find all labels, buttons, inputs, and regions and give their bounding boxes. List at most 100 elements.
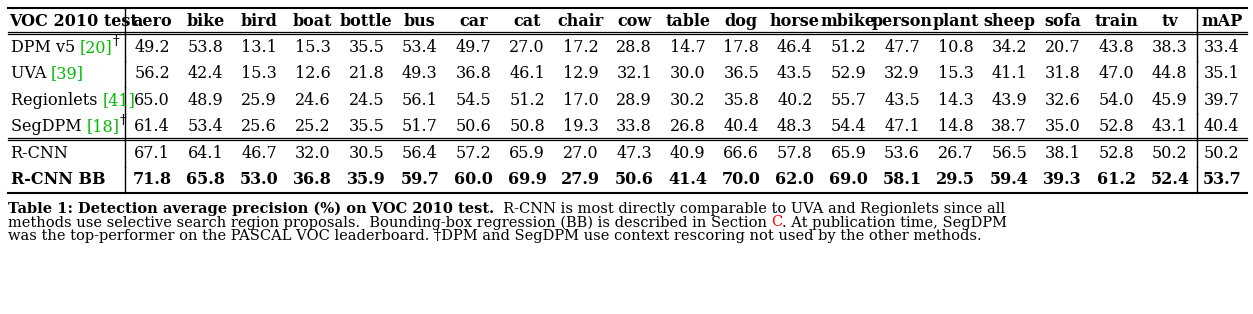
Text: R-CNN: R-CNN <box>10 145 69 162</box>
Text: 28.9: 28.9 <box>616 92 652 109</box>
Text: 24.5: 24.5 <box>348 92 385 109</box>
Text: 56.4: 56.4 <box>402 145 437 162</box>
Text: bus: bus <box>403 13 436 30</box>
Text: 53.4: 53.4 <box>402 39 437 56</box>
Text: C: C <box>771 215 782 230</box>
Text: 32.6: 32.6 <box>1045 92 1080 109</box>
Text: 29.5: 29.5 <box>936 171 975 188</box>
Text: 54.4: 54.4 <box>831 118 866 135</box>
Text: 62.0: 62.0 <box>776 171 814 188</box>
Text: 36.8: 36.8 <box>293 171 332 188</box>
Text: 69.9: 69.9 <box>507 171 546 188</box>
Text: 35.5: 35.5 <box>348 118 385 135</box>
Text: 27.0: 27.0 <box>509 39 545 56</box>
Text: 13.1: 13.1 <box>242 39 277 56</box>
Text: 25.9: 25.9 <box>242 92 277 109</box>
Text: 26.7: 26.7 <box>937 145 974 162</box>
Text: 49.2: 49.2 <box>134 39 170 56</box>
Text: car: car <box>459 13 487 30</box>
Text: 30.0: 30.0 <box>670 65 705 82</box>
Text: 51.2: 51.2 <box>509 92 545 109</box>
Text: 53.7: 53.7 <box>1203 171 1240 188</box>
Text: [41]: [41] <box>103 92 135 109</box>
Text: UVA: UVA <box>10 65 51 82</box>
Text: 69.0: 69.0 <box>829 171 868 188</box>
Text: 71.8: 71.8 <box>133 171 172 188</box>
Text: 55.7: 55.7 <box>831 92 866 109</box>
Text: 38.3: 38.3 <box>1152 39 1188 56</box>
Text: 14.3: 14.3 <box>937 92 974 109</box>
Text: 57.2: 57.2 <box>456 145 491 162</box>
Text: 35.0: 35.0 <box>1045 118 1080 135</box>
Text: 43.5: 43.5 <box>885 92 920 109</box>
Text: 46.7: 46.7 <box>242 145 277 162</box>
Text: 35.1: 35.1 <box>1204 65 1239 82</box>
Text: bike: bike <box>187 13 224 30</box>
Text: 47.0: 47.0 <box>1099 65 1134 82</box>
Text: 38.1: 38.1 <box>1045 145 1080 162</box>
Text: mAP: mAP <box>1202 13 1242 30</box>
Text: 47.1: 47.1 <box>885 118 920 135</box>
Text: 33.8: 33.8 <box>616 118 652 135</box>
Text: 51.7: 51.7 <box>402 118 437 135</box>
Text: horse: horse <box>769 13 819 30</box>
Text: 65.0: 65.0 <box>134 92 170 109</box>
Text: 10.8: 10.8 <box>937 39 974 56</box>
Text: 51.2: 51.2 <box>831 39 866 56</box>
Text: aero: aero <box>133 13 172 30</box>
Text: VOC 2010 test: VOC 2010 test <box>10 13 138 30</box>
Text: was the top-performer on the PASCAL VOC leaderboard. †DPM and SegDPM use context: was the top-performer on the PASCAL VOC … <box>8 229 981 243</box>
Text: 48.9: 48.9 <box>188 92 223 109</box>
Text: 33.4: 33.4 <box>1204 39 1239 56</box>
Text: dog: dog <box>724 13 758 30</box>
Text: table: table <box>665 13 710 30</box>
Text: 58.1: 58.1 <box>882 171 921 188</box>
Text: 47.3: 47.3 <box>616 145 652 162</box>
Text: 32.0: 32.0 <box>294 145 331 162</box>
Text: 36.8: 36.8 <box>456 65 491 82</box>
Text: 38.7: 38.7 <box>991 118 1027 135</box>
Text: 32.1: 32.1 <box>616 65 652 82</box>
Text: 35.8: 35.8 <box>723 92 759 109</box>
Text: 35.9: 35.9 <box>347 171 386 188</box>
Text: chair: chair <box>558 13 604 30</box>
Text: 39.7: 39.7 <box>1204 92 1239 109</box>
Text: 54.0: 54.0 <box>1099 92 1134 109</box>
Text: 19.3: 19.3 <box>563 118 599 135</box>
Text: 56.2: 56.2 <box>134 65 170 82</box>
Text: 52.4: 52.4 <box>1150 171 1189 188</box>
Text: 50.6: 50.6 <box>456 118 491 135</box>
Text: 40.2: 40.2 <box>777 92 813 109</box>
Text: 67.1: 67.1 <box>134 145 170 162</box>
Text: 40.9: 40.9 <box>670 145 705 162</box>
Text: 56.1: 56.1 <box>402 92 437 109</box>
Text: 43.9: 43.9 <box>991 92 1027 109</box>
Text: 26.8: 26.8 <box>670 118 705 135</box>
Text: 61.4: 61.4 <box>134 118 170 135</box>
Text: sofa: sofa <box>1044 13 1081 30</box>
Text: 27.9: 27.9 <box>561 171 600 188</box>
Text: 15.3: 15.3 <box>242 65 277 82</box>
Text: 50.6: 50.6 <box>615 171 654 188</box>
Text: 34.2: 34.2 <box>991 39 1027 56</box>
Text: 50.2: 50.2 <box>1152 145 1188 162</box>
Text: 39.3: 39.3 <box>1044 171 1083 188</box>
Text: 64.1: 64.1 <box>188 145 223 162</box>
Text: 36.5: 36.5 <box>723 65 759 82</box>
Text: 46.1: 46.1 <box>509 65 545 82</box>
Text: 53.8: 53.8 <box>188 39 223 56</box>
Text: 60.0: 60.0 <box>454 171 492 188</box>
Text: 17.0: 17.0 <box>563 92 599 109</box>
Text: boat: boat <box>293 13 332 30</box>
Text: 65.9: 65.9 <box>509 145 545 162</box>
Text: 12.6: 12.6 <box>294 65 331 82</box>
Text: 25.2: 25.2 <box>294 118 331 135</box>
Text: [18]: [18] <box>86 118 119 135</box>
Text: person: person <box>872 13 932 30</box>
Text: 44.8: 44.8 <box>1152 65 1188 82</box>
Text: 53.6: 53.6 <box>885 145 920 162</box>
Text: 14.8: 14.8 <box>937 118 974 135</box>
Text: 53.4: 53.4 <box>188 118 223 135</box>
Text: 43.8: 43.8 <box>1099 39 1134 56</box>
Text: 65.9: 65.9 <box>831 145 866 162</box>
